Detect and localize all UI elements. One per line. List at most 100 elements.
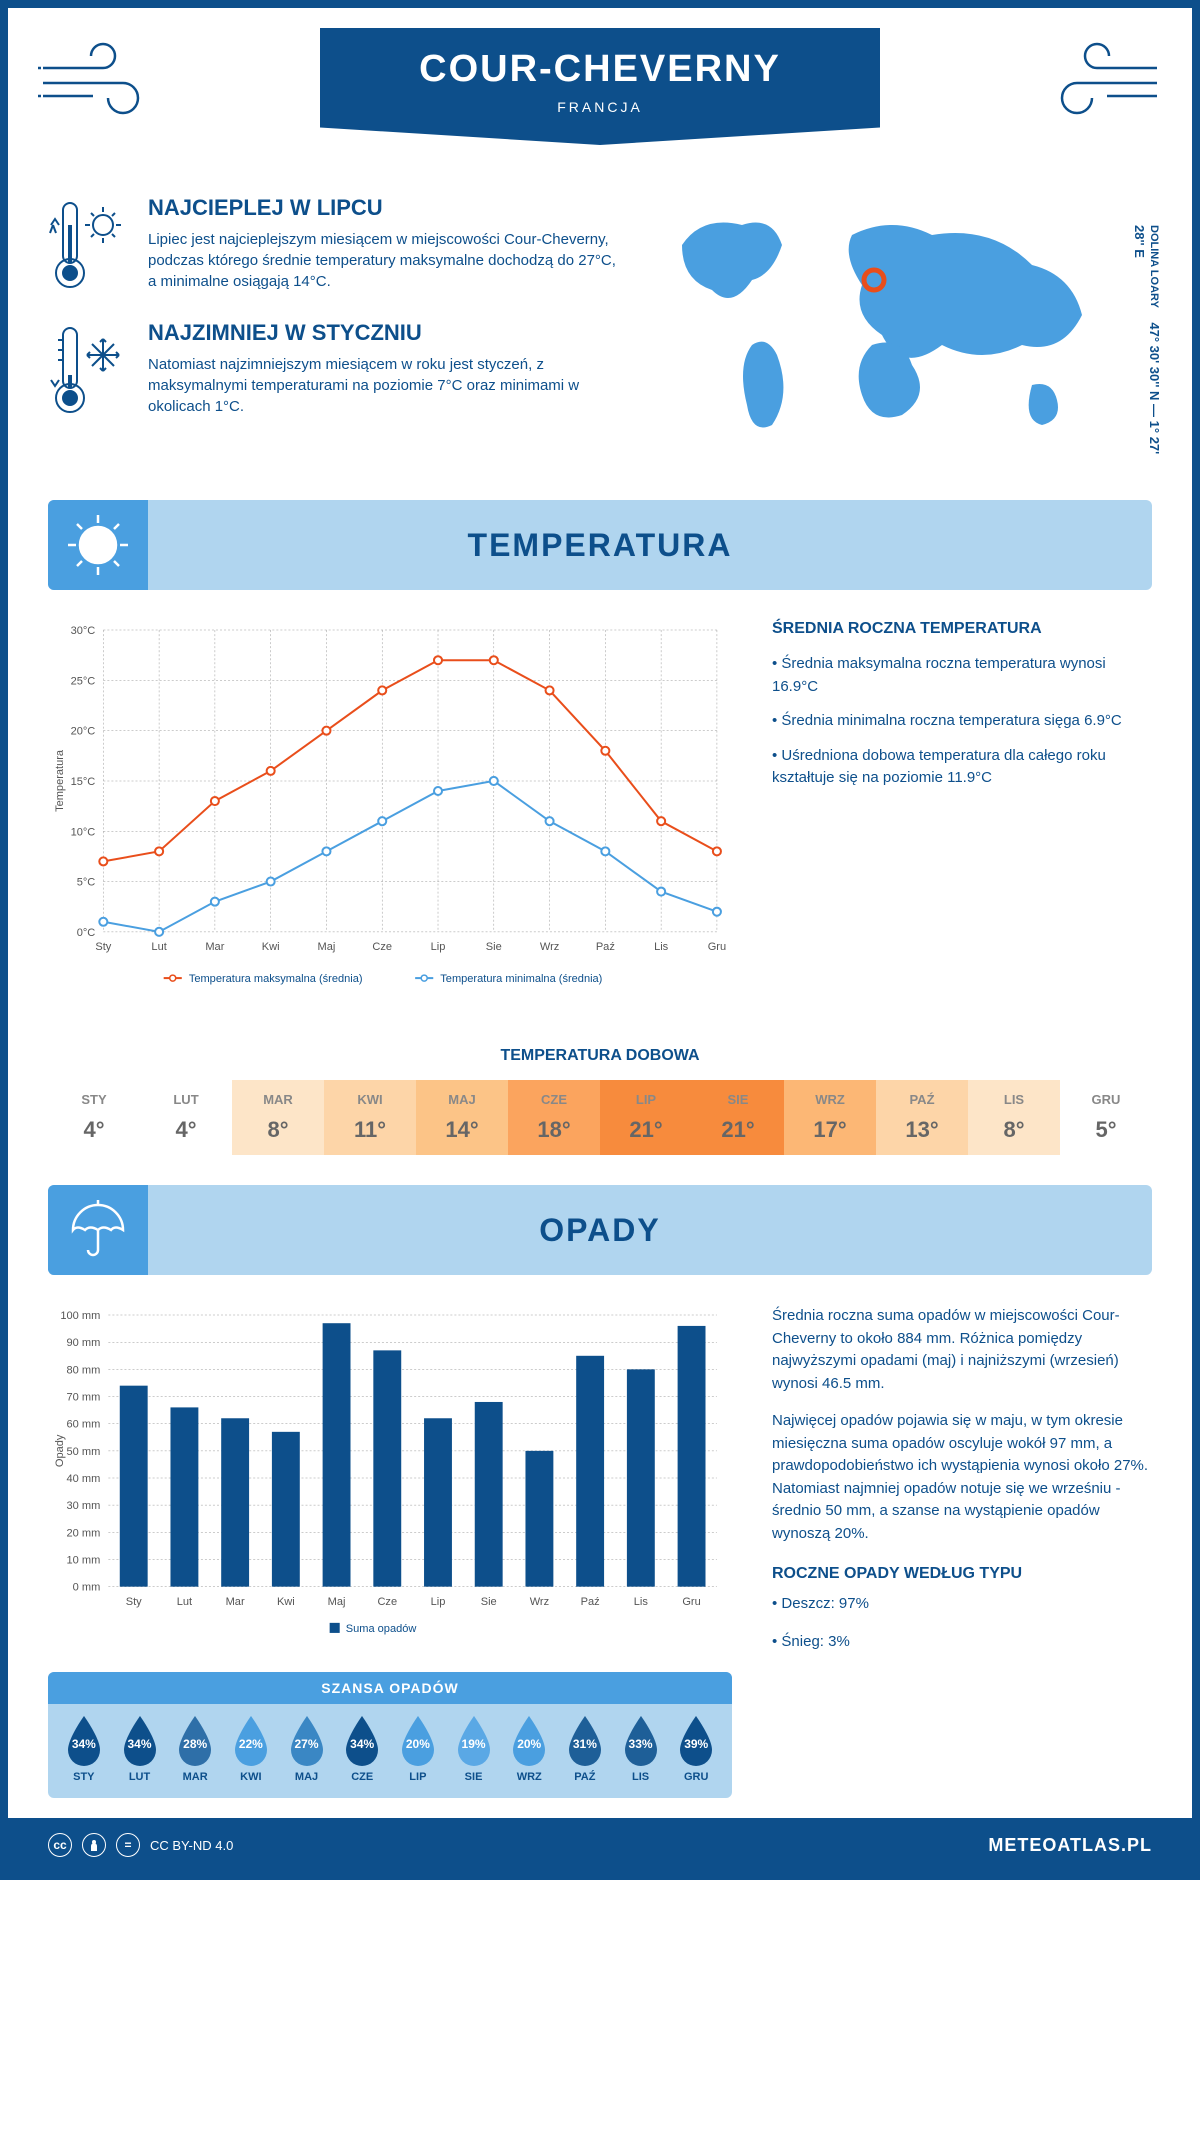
precipitation-text: Średnia roczna suma opadów w miejscowośc…	[772, 1305, 1152, 1798]
chance-cell: 39%GRU	[668, 1714, 724, 1783]
thermometer-snowflake-icon	[48, 320, 128, 420]
svg-text:60 mm: 60 mm	[67, 1419, 101, 1431]
daily-temp-cell: PAŹ13°	[876, 1080, 968, 1155]
chance-value: 28%	[183, 1737, 207, 1751]
svg-text:15°C: 15°C	[71, 776, 96, 788]
svg-text:Cze: Cze	[377, 1596, 397, 1608]
svg-text:Temperatura minimalna (średnia: Temperatura minimalna (średnia)	[440, 973, 602, 985]
svg-text:0 mm: 0 mm	[73, 1582, 101, 1594]
svg-text:Maj: Maj	[318, 941, 336, 953]
raindrop-icon: 34%	[119, 1714, 161, 1766]
svg-text:80 mm: 80 mm	[67, 1365, 101, 1377]
svg-text:Temperatura maksymalna (średni: Temperatura maksymalna (średnia)	[189, 973, 363, 985]
precipitation-bar-chart: 0 mm10 mm20 mm30 mm40 mm50 mm60 mm70 mm8…	[48, 1305, 732, 1652]
svg-text:100 mm: 100 mm	[60, 1310, 100, 1322]
chance-value: 20%	[406, 1737, 430, 1751]
chance-month-label: MAR	[167, 1771, 223, 1783]
daily-temp-value: 21°	[604, 1117, 688, 1143]
svg-text:Mar: Mar	[226, 1596, 245, 1608]
svg-text:Lut: Lut	[177, 1596, 192, 1608]
daily-temp-cell: CZE18°	[508, 1080, 600, 1155]
daily-month-label: WRZ	[788, 1092, 872, 1107]
cc-icon: cc	[48, 1833, 72, 1857]
avg-temp-bullet: • Średnia minimalna roczna temperatura s…	[772, 710, 1152, 733]
chance-cell: 31%PAŹ	[557, 1714, 613, 1783]
raindrop-icon: 33%	[620, 1714, 662, 1766]
chance-cell: 34% CZE	[334, 1714, 390, 1783]
precip-paragraph: Najwięcej opadów pojawia się w maju, w t…	[772, 1410, 1152, 1545]
by-icon	[82, 1833, 106, 1857]
raindrop-icon: 39%	[675, 1714, 717, 1766]
site-name: METEOATLAS.PL	[988, 1835, 1152, 1856]
daily-temp-cell: SIE21°	[692, 1080, 784, 1155]
svg-text:Sie: Sie	[486, 941, 502, 953]
temperature-section-header: TEMPERATURA	[48, 500, 1152, 590]
svg-text:Lis: Lis	[634, 1596, 649, 1608]
precip-type-title: ROCZNE OPADY WEDŁUG TYPU	[772, 1565, 1152, 1583]
climate-summary: NAJCIEPLEJ W LIPCU Lipiec jest najcieple…	[8, 185, 1192, 490]
license-text: CC BY-ND 4.0	[150, 1838, 233, 1853]
daily-month-label: GRU	[1064, 1092, 1148, 1107]
chance-month-label: PAŹ	[557, 1771, 613, 1783]
daily-month-label: SIE	[696, 1092, 780, 1107]
chance-cell: 34% LUT	[112, 1714, 168, 1783]
svg-text:Kwi: Kwi	[277, 1596, 295, 1608]
daily-temp-cell: KWI11°	[324, 1080, 416, 1155]
chance-value: 20%	[517, 1737, 541, 1751]
svg-text:70 mm: 70 mm	[67, 1392, 101, 1404]
svg-text:Cze: Cze	[372, 941, 392, 953]
precip-paragraph: Średnia roczna suma opadów w miejscowośc…	[772, 1305, 1152, 1395]
chance-cell: 19%SIE	[446, 1714, 502, 1783]
chance-cell: 28% MAR	[167, 1714, 223, 1783]
chance-cell: 22%KWI	[223, 1714, 279, 1783]
world-map-icon	[652, 195, 1112, 455]
daily-month-label: MAJ	[420, 1092, 504, 1107]
warmest-title: NAJCIEPLEJ W LIPCU	[148, 195, 622, 221]
precipitation-section-header: OPADY	[48, 1185, 1152, 1275]
world-map-container: DOLINA LOARY 47° 30' 30'' N — 1° 27' 28'…	[652, 195, 1152, 460]
chance-month-label: CZE	[334, 1771, 390, 1783]
daily-temp-cell: LIS8°	[968, 1080, 1060, 1155]
location-title: COUR-CHEVERNY	[350, 48, 850, 91]
wind-icon-right	[1022, 38, 1162, 128]
chance-cell: 20% WRZ	[501, 1714, 557, 1783]
svg-text:Lis: Lis	[654, 941, 669, 953]
chance-value: 34%	[72, 1737, 96, 1751]
chance-month-label: WRZ	[501, 1771, 557, 1783]
chance-value: 27%	[295, 1737, 319, 1751]
page-footer: cc = CC BY-ND 4.0 METEOATLAS.PL	[8, 1818, 1192, 1872]
chance-month-label: LUT	[112, 1771, 168, 1783]
daily-temp-cell: STY 4°	[48, 1080, 140, 1155]
chance-value: 34%	[127, 1737, 151, 1751]
daily-temp-value: 8°	[972, 1117, 1056, 1143]
daily-month-label: KWI	[328, 1092, 412, 1107]
chance-month-label: LIP	[390, 1771, 446, 1783]
raindrop-icon: 19%	[453, 1714, 495, 1766]
daily-temp-cell: LUT4°	[140, 1080, 232, 1155]
temperature-line-chart: 0°C5°C10°C15°C20°C25°C30°CStyLutMarKwiMa…	[48, 620, 732, 1007]
svg-text:25°C: 25°C	[71, 675, 96, 687]
precip-type-item: • Śnieg: 3%	[772, 1631, 1152, 1654]
daily-temp-cell: MAJ14°	[416, 1080, 508, 1155]
svg-text:Maj: Maj	[328, 1596, 346, 1608]
daily-temp-cell: WRZ17°	[784, 1080, 876, 1155]
chance-month-label: MAJ	[279, 1771, 335, 1783]
wind-icon-left	[38, 38, 178, 128]
country-subtitle: FRANCJA	[350, 99, 850, 115]
chance-month-label: LIS	[613, 1771, 669, 1783]
region-label: DOLINA LOARY	[1148, 225, 1160, 308]
nd-icon: =	[116, 1833, 140, 1857]
chance-value: 34%	[350, 1737, 374, 1751]
daily-temp-value: 4°	[52, 1117, 136, 1143]
daily-month-label: MAR	[236, 1092, 320, 1107]
coordinates: DOLINA LOARY 47° 30' 30'' N — 1° 27' 28'…	[1132, 225, 1162, 460]
daily-month-label: STY	[52, 1092, 136, 1107]
svg-text:30°C: 30°C	[71, 625, 96, 637]
svg-text:0°C: 0°C	[77, 927, 96, 939]
title-banner: COUR-CHEVERNY FRANCJA	[320, 28, 880, 145]
umbrella-icon	[48, 1185, 148, 1275]
svg-text:Lip: Lip	[431, 1596, 446, 1608]
svg-text:Paź: Paź	[581, 1596, 600, 1608]
svg-text:Gru: Gru	[682, 1596, 700, 1608]
svg-text:Opady: Opady	[54, 1434, 66, 1467]
